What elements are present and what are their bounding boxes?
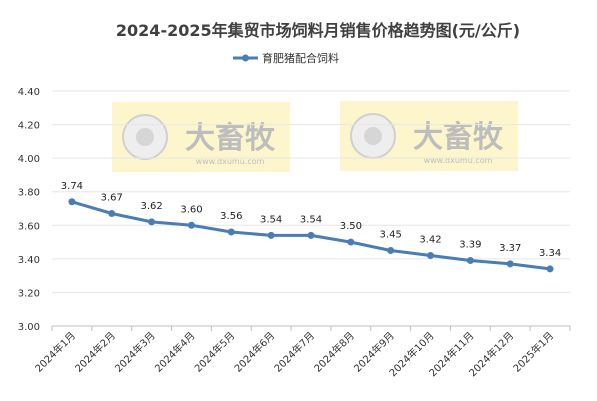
gridlines — [52, 90, 570, 327]
legend-label: 育肥猪配合饲料 — [262, 51, 339, 65]
legend-marker — [242, 54, 249, 62]
data-point — [387, 246, 395, 254]
y-tick-label: 3.40 — [18, 255, 40, 266]
x-tick-label: 2024年9月 — [351, 329, 397, 375]
y-tick-label: 3.60 — [18, 221, 40, 232]
watermark-site: www.dxumu.com — [196, 157, 265, 166]
x-tick-label: 2024年6月 — [231, 329, 277, 375]
data-point — [227, 228, 235, 236]
data-point — [148, 218, 156, 226]
data-point — [546, 265, 554, 273]
data-point — [427, 252, 435, 259]
x-tick-label: 2024年7月 — [271, 329, 317, 375]
data-label: 3.62 — [140, 201, 162, 212]
watermark-brand: 大畜牧 — [185, 121, 276, 156]
data-labels: 3.74 3.67 3.62 3.60 3.56 3.54 3.54 3.50 3.45 3.42… — [61, 181, 561, 259]
data-label: 3.60 — [180, 204, 202, 215]
data-label: 3.45 — [380, 229, 402, 240]
x-axis-ticks: 2024年1月2024年2月2024年3月2024年4月2024年5月2024年… — [32, 326, 571, 379]
data-point — [68, 198, 76, 206]
data-label: 3.42 — [419, 235, 441, 246]
data-label: 3.50 — [340, 221, 362, 232]
data-point — [187, 221, 195, 229]
data-point — [108, 210, 116, 218]
data-point — [267, 231, 275, 239]
watermark-brand: 大畜牧 — [413, 120, 504, 155]
data-label: 3.56 — [220, 211, 242, 222]
data-point — [466, 257, 474, 265]
y-tick-label: 4.40 — [18, 87, 40, 98]
x-tick-label: 2024年4月 — [152, 329, 198, 375]
data-points — [68, 198, 554, 273]
legend: 育肥猪配合饲料 — [233, 51, 339, 65]
x-tick-label: 2024年3月 — [112, 329, 158, 375]
data-point — [347, 238, 355, 246]
chart-title: 2024-2025年集贸市场饲料月销售价格趋势图(元/公斤) — [116, 21, 520, 40]
y-tick-label: 3.20 — [18, 288, 40, 299]
data-label: 3.34 — [539, 248, 561, 259]
watermark-emblem-core — [364, 127, 382, 145]
y-tick-label: 4.00 — [18, 154, 40, 165]
data-label: 3.54 — [300, 214, 322, 225]
data-point — [506, 260, 514, 268]
data-label: 3.67 — [101, 193, 123, 204]
x-tick-label: 2024年2月 — [72, 329, 118, 375]
y-tick-label: 3.00 — [18, 322, 40, 333]
y-axis-ticks: 3.00 3.20 3.40 3.60 3.80 4.00 4.20 4.40 — [18, 87, 40, 333]
y-tick-label: 3.80 — [18, 188, 40, 199]
data-label: 3.37 — [499, 243, 521, 254]
data-label: 3.39 — [459, 240, 481, 251]
x-tick-label: 2025年1月 — [510, 329, 556, 375]
data-label: 3.54 — [260, 214, 282, 225]
data-point — [307, 231, 315, 239]
watermark-emblem-core — [136, 128, 154, 146]
x-tick-label: 2024年1月 — [32, 329, 78, 375]
x-tick-label: 2024年5月 — [192, 329, 238, 375]
y-tick-label: 4.20 — [18, 121, 40, 132]
x-tick-label: 2024年8月 — [311, 329, 357, 375]
data-label: 3.74 — [61, 181, 83, 192]
watermark-site: www.dxumu.com — [424, 156, 493, 165]
